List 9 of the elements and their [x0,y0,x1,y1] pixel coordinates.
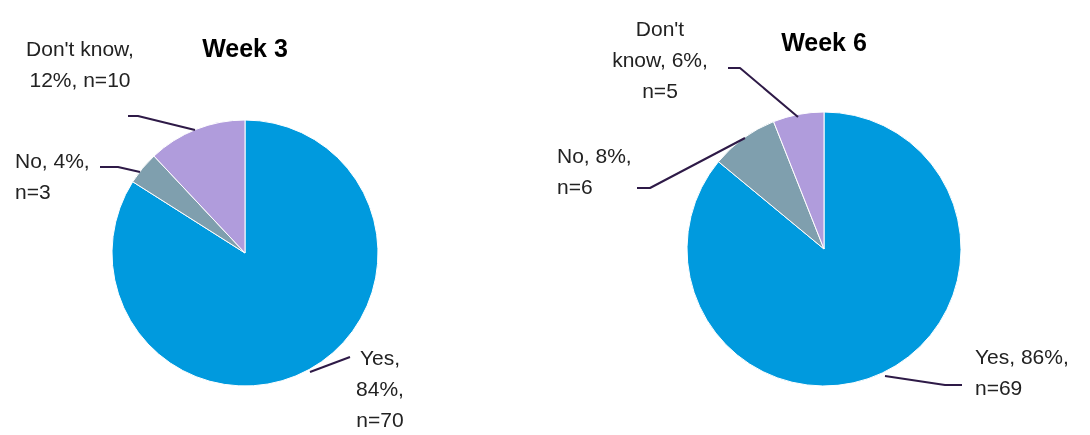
chart-title: Week 3 [202,34,288,62]
data-label: No, 4%, n=3 [15,149,90,203]
data-label: No, 8%, n=6 [557,144,632,198]
data-label: Don't know, 12%, n=10 [26,37,134,91]
data-label: Yes, 86%, n=69 [975,345,1069,399]
data-label: Yes, 84%, n=70 [356,346,404,431]
data-label: Don't know, 6%, n=5 [612,17,708,102]
chart-title: Week 6 [781,28,867,56]
pie-slice [686,111,962,387]
